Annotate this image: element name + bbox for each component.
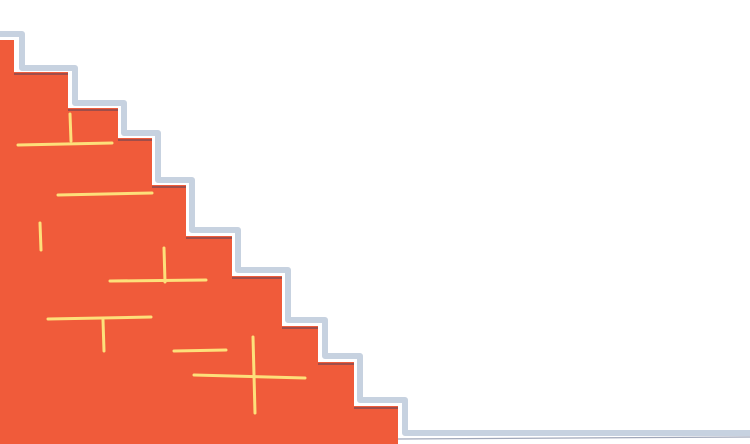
mortar-line	[108, 278, 208, 283]
mortar-line	[101, 318, 106, 353]
mortar-line	[16, 141, 114, 147]
mortar-line	[192, 373, 307, 380]
mortar-line	[172, 348, 228, 353]
ground-line	[397, 436, 750, 440]
brick-stairs	[0, 40, 398, 444]
mortar-lines	[16, 112, 307, 415]
mortar-line	[38, 221, 43, 252]
mortar-line	[68, 112, 73, 143]
mortar-line	[162, 246, 167, 284]
mortar-line	[56, 191, 154, 197]
step-edges	[14, 73, 398, 409]
mortar-line	[46, 315, 153, 321]
stair-outline	[0, 31, 750, 436]
mortar-line	[251, 335, 257, 415]
